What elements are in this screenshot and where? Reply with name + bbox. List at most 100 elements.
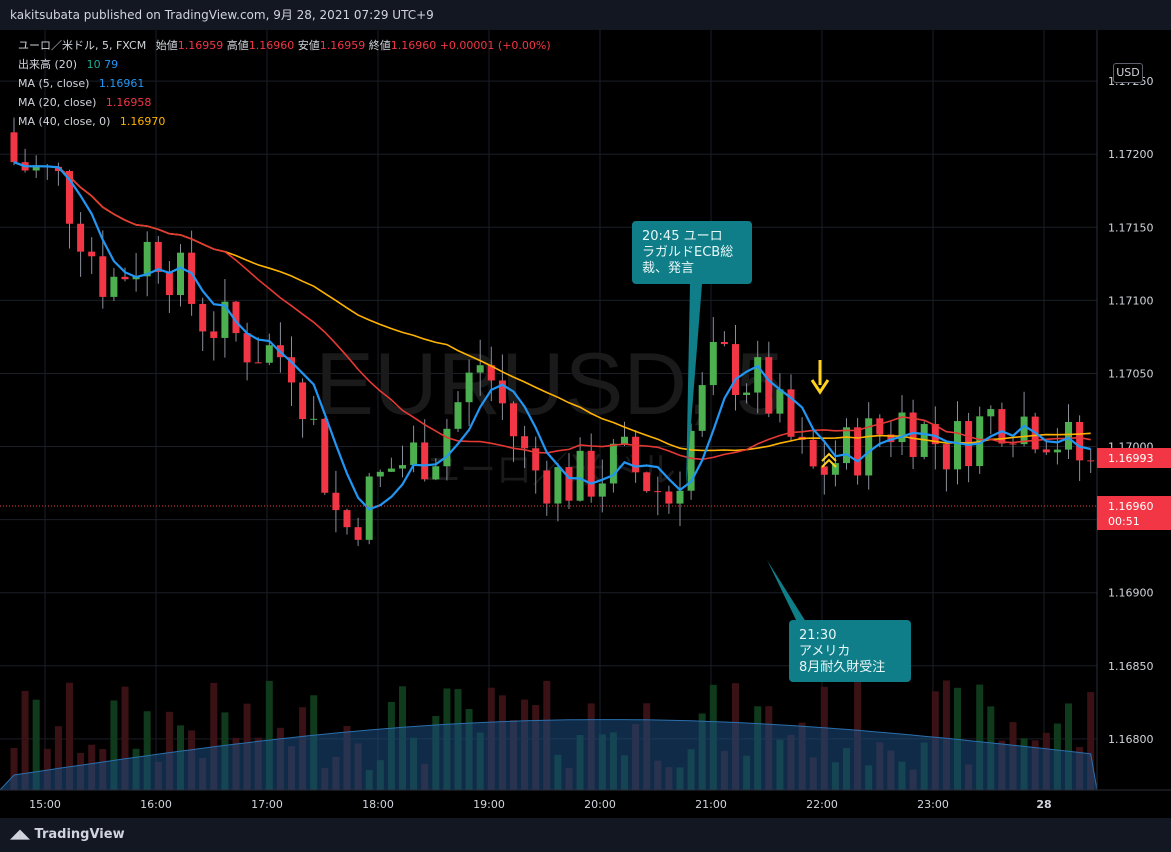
legend-low-label: 安値	[297, 39, 320, 52]
candle-body	[1020, 416, 1028, 445]
svg-text:20:45 ユーロラガルドECB総裁、発言: 20:45 ユーロラガルドECB総裁、発言	[642, 229, 733, 276]
x-tick-label: 19:00	[473, 798, 505, 811]
chart-area[interactable]: EURUSD, 5 ユーロ／米ドル 20:45 ユーロラガルドECB総裁、発言 …	[0, 30, 1171, 818]
candle-body	[476, 365, 484, 373]
candle-body	[510, 403, 517, 437]
candle-body	[254, 362, 262, 364]
candle-body	[299, 382, 307, 420]
candle-body	[1053, 449, 1061, 453]
legend-ohlc-row: ユーロ／米ドル, 5, FXCM 始値1.16959 高値1.16960 安値1…	[18, 36, 551, 55]
candle-body	[199, 303, 207, 332]
volume-bar	[954, 687, 961, 790]
volume-bar	[976, 684, 984, 790]
candle-body	[188, 252, 196, 304]
candle-body	[99, 256, 107, 297]
candle-body	[1065, 421, 1072, 450]
candle-body	[88, 251, 96, 257]
candle-body	[387, 468, 395, 472]
time-axis-bg[interactable]	[0, 790, 1171, 818]
legend-ma20-label: MA (20, close)	[18, 96, 97, 109]
candle-body	[221, 301, 229, 338]
price-axis-bg[interactable]	[1097, 30, 1171, 818]
candle-body	[165, 271, 173, 296]
volume-bar	[210, 682, 218, 790]
x-tick-label: 15:00	[29, 798, 61, 811]
candle-body	[676, 490, 684, 504]
candle-body	[177, 252, 184, 296]
volume-bar	[110, 700, 118, 790]
candle-body	[443, 428, 451, 467]
volume-bar	[43, 748, 51, 790]
tradingview-logo[interactable]: ◢◣ TradingView	[10, 818, 125, 852]
volume-bar	[21, 690, 29, 790]
legend-ma40-row[interactable]: MA (40, close, 0) 1.16970	[18, 112, 551, 131]
legend-high-label: 高値	[226, 39, 249, 52]
currency-button[interactable]: USD	[1113, 63, 1143, 83]
legend-low: 1.16959	[319, 39, 366, 52]
volume-bar	[54, 726, 62, 790]
candle-body	[609, 443, 617, 484]
candle-body	[143, 241, 151, 277]
y-tick-label: 1.17100	[1108, 294, 1154, 307]
candle-body	[831, 463, 839, 475]
annotation-callout-us[interactable]: 21:30 アメリカ 8月耐久財受注	[767, 560, 911, 682]
countdown-text: 00:51	[1108, 515, 1140, 528]
volume-bar	[1065, 703, 1072, 790]
x-tick-label: 28	[1036, 798, 1051, 811]
legend-ma20-row[interactable]: MA (20, close) 1.16958	[18, 93, 551, 112]
volume-bar	[66, 682, 73, 790]
volume-bar	[1087, 692, 1095, 790]
x-axis-ticks: 15:00 16:00 17:00 18:00 19:00 20:00 21:00 22:00…	[29, 798, 1052, 811]
volume-bar	[32, 699, 40, 790]
candle-body	[432, 466, 440, 480]
x-tick-label: 17:00	[251, 798, 283, 811]
legend-change: +0.00001 (+0.00%)	[439, 39, 551, 52]
price-chart[interactable]: EURUSD, 5 ユーロ／米ドル 20:45 ユーロラガルドECB総裁、発言 …	[0, 30, 1171, 818]
annotation-callout-ecb[interactable]: 20:45 ユーロラガルドECB総裁、発言	[632, 221, 752, 488]
volume-bar	[121, 686, 129, 790]
y-tick-label: 1.16850	[1108, 660, 1154, 673]
candle-body	[720, 341, 728, 345]
candle-body	[410, 442, 418, 466]
candle-body	[521, 436, 529, 449]
candle-body	[632, 436, 640, 473]
candle-body	[32, 166, 40, 171]
legend-close-label: 終値	[368, 39, 391, 52]
candle-body	[621, 436, 628, 444]
last-price-tag	[1097, 496, 1171, 530]
candle-body	[809, 439, 817, 467]
y-tick-label: 1.16900	[1108, 587, 1154, 600]
ma-price-tag	[1097, 448, 1171, 468]
candle-body	[332, 492, 340, 511]
legend-volume-label: 出来高 (20)	[18, 58, 78, 71]
candle-body	[1042, 449, 1050, 453]
candle-body	[820, 466, 828, 475]
legend-volume-row[interactable]: 出来高 (20) 10 79	[18, 55, 551, 74]
volume-ma-area	[0, 719, 1098, 791]
ma20-line	[13, 161, 1091, 461]
ma5-line	[13, 161, 1091, 511]
legend-symbol[interactable]: ユーロ／米ドル, 5, FXCM	[18, 39, 147, 52]
candle-body	[854, 427, 862, 476]
publisher-text: kakitsubata published on TradingView.com…	[10, 8, 434, 22]
candle-body	[288, 357, 295, 383]
candle-body	[498, 380, 506, 404]
legend-ma5-row[interactable]: MA (5, close) 1.16961	[18, 74, 551, 93]
candle-body	[887, 434, 895, 443]
legend-high: 1.16960	[248, 39, 295, 52]
candle-body	[354, 527, 362, 540]
candle-body	[709, 341, 717, 386]
candle-body	[598, 483, 606, 497]
x-tick-label: 21:00	[695, 798, 727, 811]
x-tick-label: 18:00	[362, 798, 394, 811]
legend-ma5-value: 1.16961	[98, 77, 145, 90]
candle-body	[954, 421, 961, 470]
candle-body	[265, 345, 273, 363]
volume-bar	[265, 680, 273, 790]
candlesticks	[10, 117, 1095, 546]
x-tick-label: 16:00	[140, 798, 172, 811]
legend-ma5-label: MA (5, close)	[18, 77, 90, 90]
candle-body	[987, 409, 995, 417]
legend-ma40-value: 1.16970	[119, 115, 166, 128]
